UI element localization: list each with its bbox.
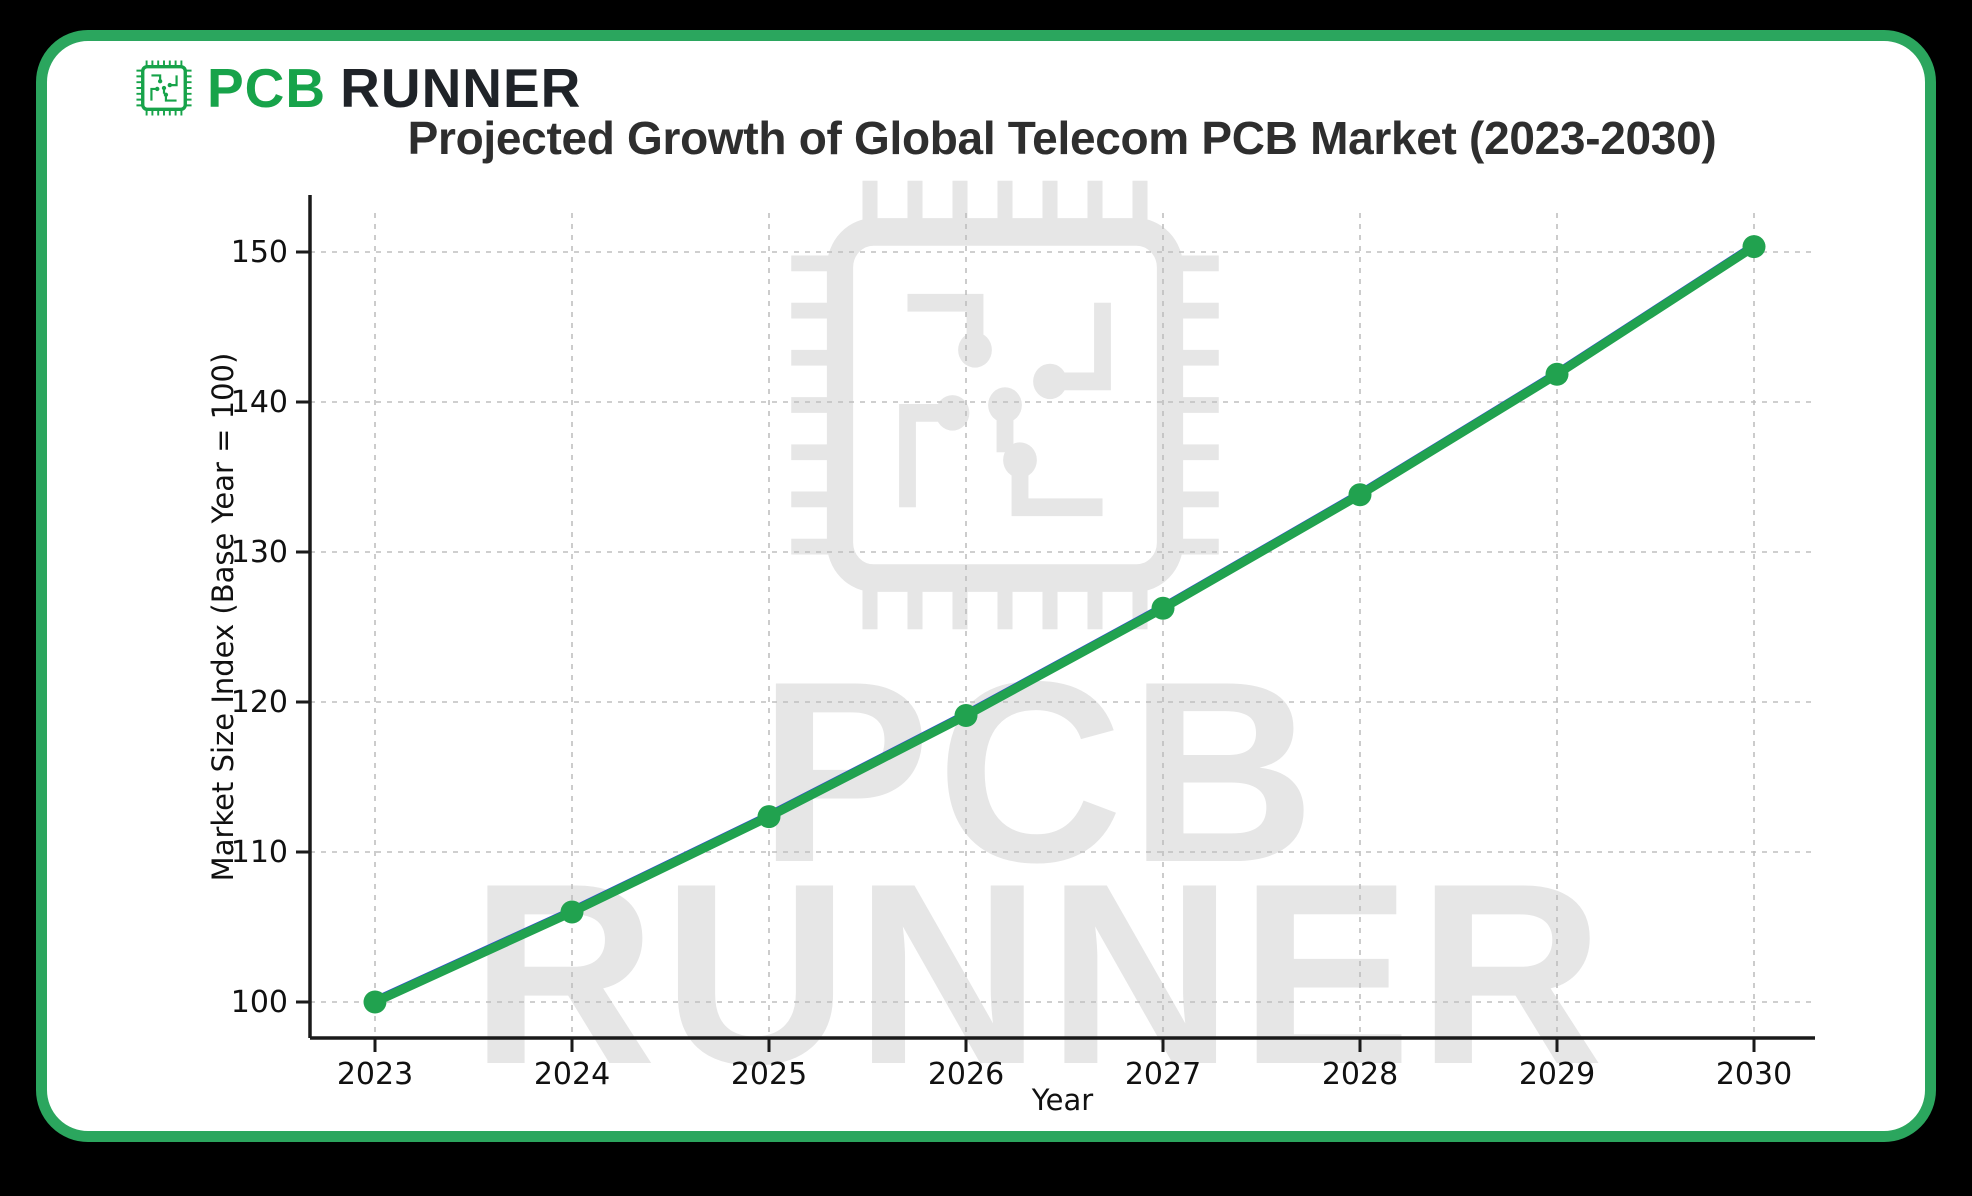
x-tick-label: 2029 xyxy=(1519,1057,1595,1092)
data-point-marker xyxy=(1348,483,1372,507)
brand-name-primary: PCB xyxy=(207,56,327,119)
data-point-marker xyxy=(1545,362,1569,386)
x-tick-label: 2027 xyxy=(1125,1057,1201,1092)
data-point-marker xyxy=(560,900,584,924)
x-tick-label: 2025 xyxy=(731,1057,807,1092)
x-tick-label: 2023 xyxy=(337,1057,413,1092)
chart-title: Projected Growth of Global Telecom PCB M… xyxy=(407,112,1717,164)
data-point-marker xyxy=(1742,235,1766,259)
series-underlay-line xyxy=(373,241,1756,1002)
y-tick-label: 150 xyxy=(231,235,288,270)
y-tick-label: 110 xyxy=(231,835,288,870)
y-tick-label: 120 xyxy=(231,685,288,720)
data-point-marker xyxy=(954,704,978,727)
x-tick-label: 2028 xyxy=(1322,1057,1398,1092)
x-axis-label: Year xyxy=(1031,1083,1094,1117)
content-card: PCB RUNNER PCB RUNNER Projected Growth o… xyxy=(36,30,1936,1142)
card-inner: PCB RUNNER PCB RUNNER Projected Growth o… xyxy=(47,41,1925,1131)
data-point-marker xyxy=(363,990,387,1014)
brand-wordmark: PCB RUNNER xyxy=(207,56,582,119)
data-point-marker xyxy=(1151,596,1175,620)
x-tick-label: 2024 xyxy=(534,1057,610,1092)
y-axis-label: Market Size Index (Base Year = 100) xyxy=(206,352,240,882)
line-chart: 100 110 120 130 140 150 2023 2024 2025 2026 2027 20… xyxy=(231,195,1815,1092)
brand-name-secondary: RUNNER xyxy=(340,56,582,119)
watermark-text-runner: RUNNER xyxy=(470,829,1610,1118)
series-line xyxy=(370,242,1759,1007)
x-tick-label: 2030 xyxy=(1716,1057,1792,1092)
y-tick-label: 130 xyxy=(231,535,288,570)
y-tick-label: 100 xyxy=(231,985,288,1020)
x-tick-label: 2026 xyxy=(928,1057,1004,1092)
data-point-marker xyxy=(757,805,781,829)
brand-logo: PCB RUNNER xyxy=(135,57,581,119)
y-tick-label: 140 xyxy=(231,385,288,420)
